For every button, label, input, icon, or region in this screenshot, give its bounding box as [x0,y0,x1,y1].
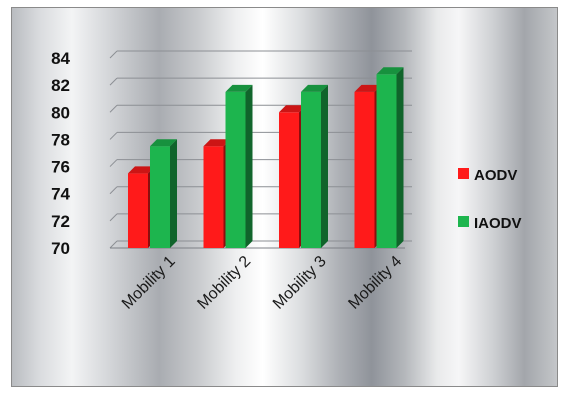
gridline-depth [109,50,118,59]
legend-label: AODV [474,167,517,184]
x-category-label: Mobility 1 [119,253,179,313]
gridline-depth [109,104,118,113]
legend-item-iaodv: IAODV [458,215,522,232]
x-category-label: Mobility 4 [345,253,405,313]
legend-swatch [458,216,469,227]
x-category-label: Mobility 3 [270,253,330,313]
gridline-depth [109,77,118,86]
gridline-depth [109,159,118,167]
gridline-depth [109,186,118,195]
x-category-label: Mobility 2 [194,253,254,313]
y-tick-label: 72 [51,212,70,231]
y-tick-label: 82 [51,76,70,95]
y-tick-label: 84 [51,49,70,68]
gridline-depth [109,240,118,249]
legend-swatch [458,168,469,179]
legend: AODV IAODV [458,167,522,232]
bar-iaodv-2 [225,84,253,248]
y-tick-label: 80 [51,103,70,122]
bar-iaodv-3 [301,84,328,248]
bar-iaodv-4 [376,67,404,249]
gridline-depth [109,213,118,222]
bars [128,67,404,249]
y-tick-label: 70 [51,239,70,258]
y-tick-label: 74 [51,185,70,204]
y-tick-label: 78 [51,130,70,149]
chart-frame: 70 72 74 76 78 80 82 84 Mobility 1 Mobility 2 Mob… [11,7,558,387]
legend-label: IAODV [474,215,522,232]
x-axis-category-labels: Mobility 1 Mobility 2 Mobility 3 Mobility 4 [119,253,405,313]
bar-iaodv-1 [150,139,177,248]
legend-item-aodv: AODV [458,167,517,184]
y-axis-tick-labels: 70 72 74 76 78 80 82 84 [51,49,70,258]
y-tick-label: 76 [51,158,70,177]
bar-aodv-1 [128,166,155,248]
gridline-depth [109,132,118,140]
